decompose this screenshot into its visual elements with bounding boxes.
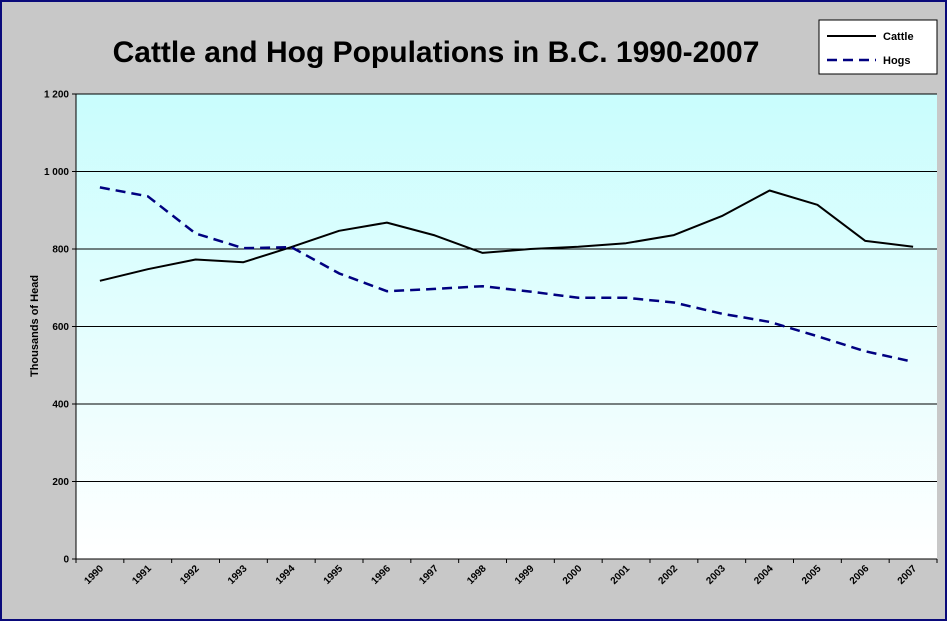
x-tick-label: 1995	[322, 563, 346, 587]
y-tick-label: 1 000	[44, 167, 69, 178]
y-axis-tick-labels: 0 200 400 600 800 1 000 1 200	[44, 90, 69, 566]
x-tick-label: 2000	[561, 563, 585, 587]
y-tick-label: 800	[52, 245, 69, 256]
y-tick-label: 400	[52, 400, 69, 411]
x-tick-label: 2002	[657, 563, 681, 587]
x-tick-label: 1992	[178, 563, 202, 587]
x-axis-tick-labels: 1990 1991 1992 1993 1994 1995 1996 1997 1998 1999…	[83, 563, 920, 587]
x-tick-label: 1991	[130, 563, 154, 587]
x-tick-label: 1997	[417, 563, 441, 587]
x-tick-label: 1999	[513, 563, 537, 587]
chart-title: Cattle and Hog Populations in B.C. 1990-…	[113, 36, 760, 69]
gridlines	[76, 93, 937, 482]
x-tick-label: 2006	[848, 563, 872, 587]
y-tick-label: 1 200	[44, 90, 69, 101]
legend-label-hogs: Hogs	[883, 55, 911, 67]
series-lines	[99, 186, 914, 364]
series-line-hogs	[99, 186, 914, 364]
x-tick-label: 2004	[752, 563, 776, 587]
series-line-cattle	[99, 189, 914, 282]
x-tick-label: 2007	[896, 563, 920, 587]
y-tick-label: 600	[52, 322, 69, 333]
y-tick-label: 0	[63, 555, 69, 566]
x-tick-label: 1990	[83, 563, 107, 587]
x-tick-label: 1996	[370, 563, 394, 587]
x-tick-label: 2001	[609, 563, 633, 587]
x-tick-label: 1994	[274, 563, 298, 587]
y-axis-label: Thousands of Head	[29, 275, 41, 377]
x-tick-label: 1998	[465, 563, 489, 587]
legend-box	[818, 19, 938, 75]
legend-label-cattle: Cattle	[883, 31, 914, 43]
legend: Cattle Hogs	[818, 19, 938, 75]
x-tick-label: 2005	[800, 563, 824, 587]
axes	[72, 93, 938, 563]
x-tick-label: 2003	[704, 563, 728, 587]
x-tick-label: 1993	[226, 563, 250, 587]
y-tick-label: 200	[52, 477, 69, 488]
